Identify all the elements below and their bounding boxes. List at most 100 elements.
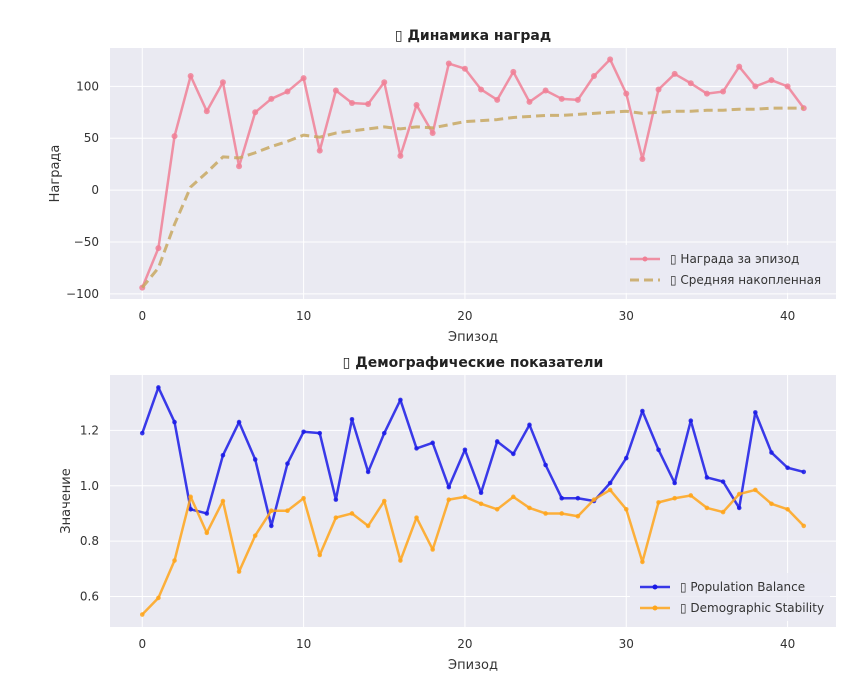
- data-point: [446, 484, 452, 490]
- data-point: [494, 507, 500, 512]
- legend-box: [620, 245, 830, 293]
- data-point: [268, 95, 275, 102]
- x-axis-label: Эпизод: [448, 658, 498, 673]
- data-point: [542, 87, 549, 94]
- data-point: [381, 79, 388, 86]
- data-point: [736, 491, 742, 497]
- data-point: [478, 86, 485, 93]
- data-point: [317, 552, 323, 558]
- data-point: [543, 462, 548, 468]
- data-point: [640, 559, 645, 565]
- data-point: [446, 497, 452, 502]
- data-point: [188, 507, 193, 512]
- data-point: [204, 511, 210, 516]
- data-point: [623, 90, 630, 97]
- data-point: [333, 515, 339, 520]
- data-point: [365, 523, 371, 529]
- data-point: [413, 102, 420, 109]
- y-tick-label: 100: [76, 79, 99, 93]
- data-point: [155, 245, 162, 252]
- data-point: [349, 99, 355, 106]
- x-tick-label: 40: [780, 309, 795, 323]
- data-point: [284, 88, 291, 95]
- data-point: [332, 87, 339, 94]
- data-point: [171, 133, 178, 140]
- data-point: [736, 63, 743, 70]
- data-point: [139, 612, 145, 617]
- data-point: [188, 494, 193, 500]
- y-tick-label: 50: [84, 131, 99, 145]
- chart-title: ▯ Динамика наград: [395, 28, 551, 44]
- data-point: [736, 505, 742, 511]
- legend-marker: [642, 256, 648, 262]
- data-point: [300, 75, 307, 82]
- data-point: [429, 130, 436, 137]
- data-point: [172, 558, 177, 563]
- data-point: [720, 479, 726, 484]
- data-point: [623, 507, 629, 512]
- data-point: [478, 490, 484, 495]
- y-tick-label: 1.2: [80, 423, 99, 437]
- data-point: [704, 475, 710, 480]
- data-point: [269, 508, 274, 513]
- data-point: [768, 77, 775, 84]
- legend-label: ▯ Population Balance: [680, 580, 805, 594]
- data-point: [414, 446, 419, 451]
- data-point: [655, 86, 662, 93]
- data-point: [688, 493, 694, 498]
- data-point: [397, 152, 404, 159]
- demographics-chart: 0 10 20 30 40 0.6 0.8 1.0 1.2 ▯ Демографические п…: [59, 355, 836, 673]
- data-point: [527, 422, 532, 428]
- legend-box: [630, 573, 830, 621]
- x-tick-label: 40: [780, 637, 795, 651]
- data-point: [607, 480, 613, 486]
- data-point: [236, 163, 243, 170]
- data-point: [559, 511, 565, 516]
- data-point: [511, 494, 516, 500]
- y-tick-label: 0: [91, 183, 99, 197]
- data-point: [785, 465, 790, 471]
- data-point: [203, 108, 210, 115]
- data-point: [511, 451, 516, 457]
- data-point: [639, 155, 646, 162]
- x-tick-label: 30: [619, 637, 634, 651]
- data-point: [139, 430, 145, 436]
- data-point: [398, 397, 403, 403]
- data-point: [574, 96, 581, 103]
- data-point: [575, 513, 581, 519]
- data-point: [688, 418, 694, 423]
- data-point: [349, 511, 355, 516]
- data-point: [656, 500, 661, 505]
- data-point: [365, 101, 372, 108]
- data-point: [769, 501, 774, 507]
- data-point: [575, 495, 581, 501]
- data-point: [769, 450, 774, 455]
- x-tick-label: 0: [138, 637, 146, 651]
- data-point: [317, 430, 323, 436]
- data-point: [656, 447, 661, 453]
- data-point: [220, 498, 226, 504]
- data-point: [607, 56, 614, 63]
- data-point: [333, 497, 339, 502]
- legend-label: ▯ Средняя накопленная: [670, 273, 821, 287]
- data-point: [784, 83, 791, 90]
- data-point: [527, 505, 532, 511]
- data-point: [703, 90, 710, 97]
- legend-marker: [652, 584, 658, 590]
- data-point: [285, 508, 290, 513]
- data-point: [445, 60, 452, 67]
- data-point: [753, 487, 758, 493]
- data-point: [720, 88, 727, 95]
- data-point: [220, 453, 226, 458]
- data-point: [558, 95, 565, 102]
- data-point: [591, 497, 597, 502]
- data-point: [219, 79, 226, 86]
- x-tick-label: 10: [296, 637, 311, 651]
- series-line-1: [141, 488, 805, 616]
- data-point: [687, 80, 694, 87]
- data-point: [720, 509, 726, 515]
- y-axis-label: Награда: [48, 145, 63, 203]
- data-point: [252, 457, 258, 462]
- data-point: [462, 494, 468, 500]
- data-point: [381, 498, 387, 504]
